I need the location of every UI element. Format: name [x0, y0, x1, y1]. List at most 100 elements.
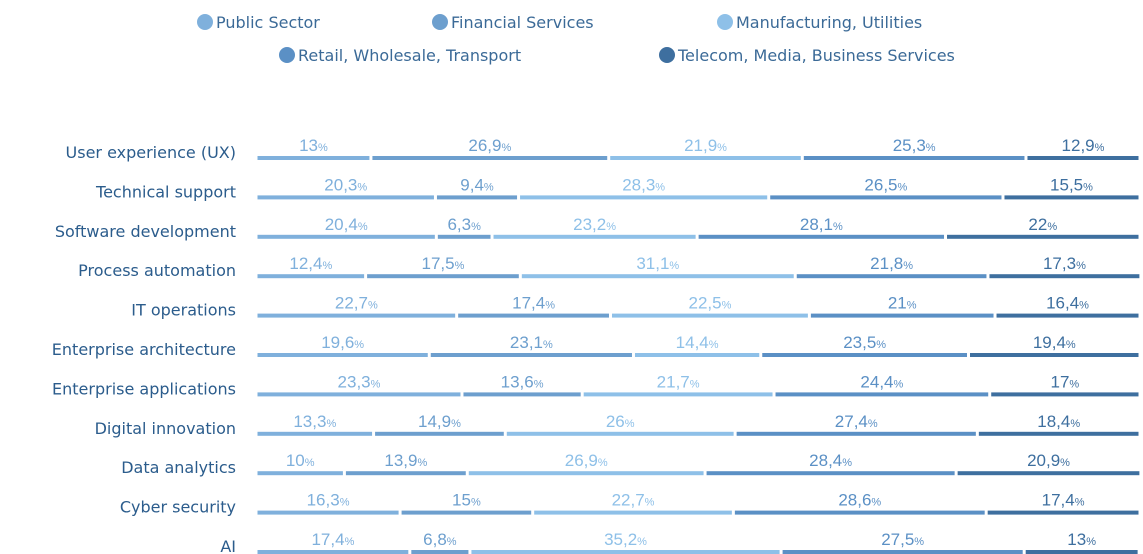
legend-label: Telecom, Media, Business Services: [677, 46, 955, 65]
bar-segment: [521, 274, 794, 279]
value-label: 16,4%: [1046, 294, 1089, 313]
value-label: 17,4%: [311, 530, 354, 549]
value-label: 6,8%: [423, 530, 457, 549]
bar-segment: [1027, 156, 1139, 160]
value-label: 23,3%: [338, 372, 381, 391]
legend-swatch: [659, 47, 675, 63]
value-label: 23,1%: [510, 333, 553, 352]
value-label: 26%: [606, 412, 635, 431]
bar-segment: [762, 353, 968, 357]
value-label: 24,4%: [860, 372, 903, 391]
bar-segment: [506, 431, 734, 436]
value-label: 20,3%: [324, 175, 367, 194]
value-label: 20,4%: [325, 215, 368, 234]
bar-segment: [1004, 195, 1139, 200]
legend-label: Manufacturing, Utilities: [736, 13, 922, 32]
legend-swatch: [717, 14, 733, 30]
value-label: 13%: [1067, 530, 1096, 549]
bar-segment: [257, 156, 370, 160]
value-label: 17%: [1051, 372, 1080, 391]
value-label: 14,4%: [676, 333, 719, 352]
bar-segment: [520, 195, 768, 200]
value-label: 21,9%: [684, 136, 727, 155]
bar-segment: [947, 234, 1139, 239]
value-label: 22%: [1028, 215, 1057, 234]
value-label: 12,4%: [289, 254, 332, 273]
bar-segment: [736, 431, 976, 436]
bar-segment: [257, 274, 365, 279]
bar-segment: [257, 313, 456, 318]
bar-segment: [611, 313, 808, 318]
bar-segment: [698, 234, 945, 239]
bar-segment: [257, 234, 435, 239]
value-label: 16,3%: [307, 491, 350, 510]
category-label: Technical support: [95, 182, 236, 201]
bar-segment: [463, 392, 581, 397]
value-label: 27,4%: [835, 412, 878, 431]
value-label: 28,3%: [622, 175, 665, 194]
category-label: AI: [220, 537, 236, 554]
bar-segment: [775, 392, 989, 397]
bar-segment: [257, 195, 434, 200]
category-label: Enterprise architecture: [52, 340, 236, 359]
bar-segment: [782, 550, 1023, 554]
bar-segment: [989, 274, 1140, 279]
value-label: 21%: [888, 294, 917, 313]
value-label: 17,5%: [422, 254, 465, 273]
bar-segment: [471, 550, 780, 554]
bar-segment: [437, 234, 491, 239]
bar-segment: [534, 510, 732, 515]
bar-segment: [430, 353, 632, 357]
value-label: 19,4%: [1033, 333, 1076, 352]
value-label: 6,3%: [447, 215, 481, 234]
bar-segment: [991, 392, 1139, 397]
value-label: 17,4%: [512, 294, 555, 313]
value-label: 17,3%: [1043, 254, 1086, 273]
bar-segment: [257, 471, 343, 476]
category-label: Software development: [55, 222, 236, 241]
bar-segment: [436, 195, 518, 200]
value-label: 19,6%: [321, 333, 364, 352]
bar-segment: [770, 195, 1002, 200]
legend-swatch: [197, 14, 213, 30]
bar-segment: [706, 471, 955, 476]
bar-segment: [375, 431, 504, 436]
bar-segment: [996, 313, 1139, 318]
value-label: 27,5%: [881, 530, 924, 549]
value-label: 23,5%: [843, 333, 886, 352]
value-label: 26,9%: [468, 136, 511, 155]
legend-label: Retail, Wholesale, Transport: [298, 46, 521, 65]
value-label: 13,6%: [501, 372, 544, 391]
value-label: 20,9%: [1027, 451, 1070, 470]
value-label: 13%: [299, 136, 328, 155]
category-label: Process automation: [78, 261, 236, 280]
bar-segment: [987, 510, 1139, 515]
bar-segment: [810, 313, 994, 318]
value-label: 10%: [286, 451, 315, 470]
bar-segment: [957, 471, 1140, 476]
bar-segment: [970, 353, 1139, 357]
value-label: 26,5%: [864, 175, 907, 194]
bar-segment: [257, 431, 373, 436]
value-label: 22,7%: [335, 294, 378, 313]
bar-segment: [367, 274, 519, 279]
bar-segment: [1025, 550, 1138, 554]
category-label: User experience (UX): [66, 143, 236, 162]
bar-segment: [634, 353, 760, 357]
category-label: Data analytics: [121, 458, 236, 477]
value-label: 21,7%: [657, 372, 700, 391]
legend-label: Public Sector: [216, 13, 320, 32]
value-label: 18,4%: [1037, 412, 1080, 431]
value-label: 9,4%: [460, 175, 494, 194]
value-label: 28,6%: [838, 491, 881, 510]
value-label: 21,8%: [870, 254, 913, 273]
bar-segment: [257, 392, 461, 397]
bar-segment: [468, 471, 704, 476]
value-label: 22,5%: [688, 294, 731, 313]
bar-segment: [372, 156, 608, 160]
value-label: 31,1%: [636, 254, 679, 273]
value-label: 15%: [452, 491, 481, 510]
legend-swatch: [432, 14, 448, 30]
value-label: 25,3%: [893, 136, 936, 155]
